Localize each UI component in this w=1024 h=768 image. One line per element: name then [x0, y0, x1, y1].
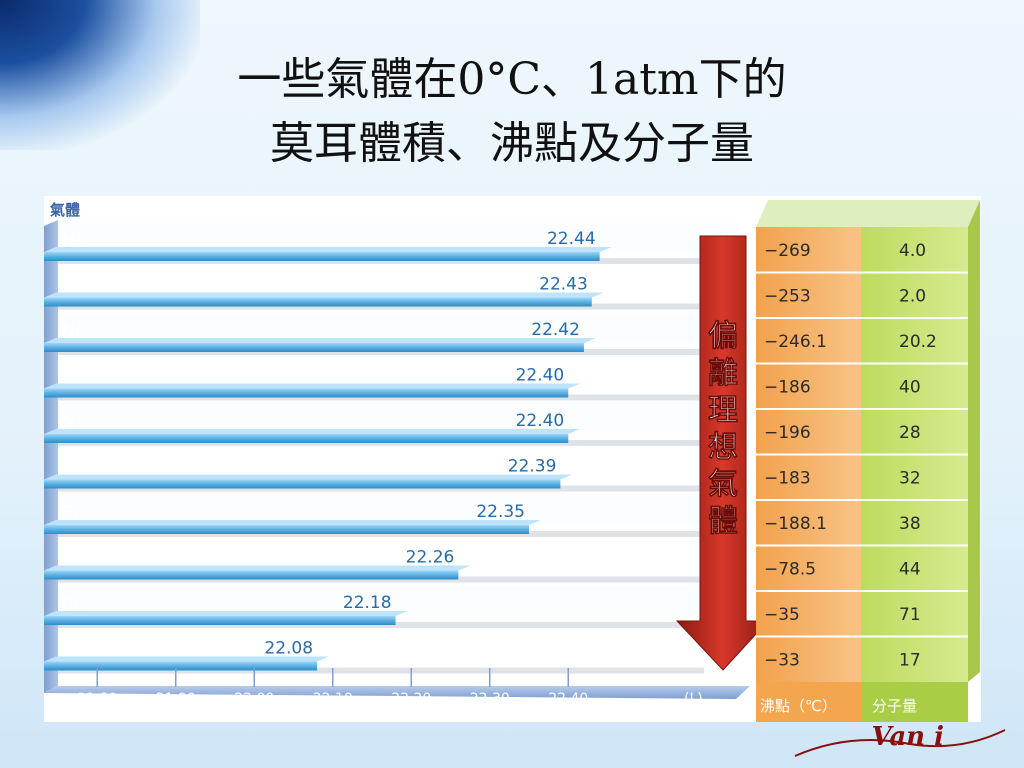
bar-top [44, 611, 408, 616]
bar-top [44, 520, 541, 525]
category-label: Ar [61, 367, 82, 387]
value-label: 22.26 [406, 548, 455, 568]
bar [44, 434, 569, 443]
bar [44, 297, 592, 307]
x-tick-label: 22.20 [391, 691, 431, 707]
x-tick-label: 22.10 [313, 691, 353, 707]
bar [44, 388, 569, 398]
table-header-boiling-point: 沸點（℃） [760, 697, 837, 715]
logo-swoosh [794, 729, 1006, 757]
bar-top [44, 474, 573, 480]
value-labels: 22.44 22.43 22.42 22.40 22.40 22.39 22.35 22.26… [264, 229, 595, 659]
bar [44, 616, 396, 625]
boiling-point-header-cell [756, 682, 861, 724]
x-tick-label: 22.40 [548, 691, 588, 707]
x-axis-unit: (L) [684, 691, 703, 707]
molecular-weight-cell: 2.0 [899, 287, 926, 307]
boiling-point-cell: −188.1 [764, 514, 827, 534]
category-label: He [62, 230, 85, 250]
value-label: 22.40 [516, 411, 565, 431]
property-table: −269 4.0 −253 2.0 −246.1 20.2 −186 40 −196 28 −183… [756, 200, 980, 724]
bar [44, 479, 561, 489]
category-label: Cl₂ [62, 594, 86, 614]
x-axis-ticks: 21.80 21.90 22.00 22.10 22.20 22.30 22.40 [77, 668, 588, 707]
molecular-weight-cell: 38 [899, 514, 921, 534]
y-axis-title: 氣體 [50, 201, 80, 219]
category-label: N₂ [62, 412, 82, 432]
deviation-arrow [675, 235, 770, 671]
category-label: Ne [62, 321, 85, 341]
category-label: F₂ [62, 503, 79, 523]
value-label: 22.44 [547, 229, 596, 249]
boiling-point-cell: −246.1 [764, 332, 827, 352]
boiling-point-cell: −183 [764, 469, 811, 489]
molecular-weight-cell: 28 [899, 423, 921, 443]
category-label: CO₂ [62, 549, 94, 569]
molecular-weight-cell: 17 [899, 651, 921, 671]
value-label: 22.35 [476, 502, 525, 522]
x-tick-label: 21.80 [77, 691, 117, 707]
category-labels: He H₂ Ne Ar N₂ O₂ F₂ CO₂ Cl₂ NH₃ [61, 230, 95, 660]
bar [44, 661, 318, 671]
arrow-label-char: 理 [708, 393, 738, 428]
table-side-face [968, 200, 980, 682]
molecular-weight-cell: 40 [899, 378, 921, 398]
boiling-point-cell: −186 [764, 378, 811, 398]
x-tick-label: 22.00 [234, 691, 274, 707]
chart-card: 氣體 He H₂ Ne Ar N₂ O₂ F₂ CO₂ Cl₂ NH₃ 22.44 22.43 22.… [44, 196, 981, 724]
molecular-weight-cell: 4.0 [899, 241, 926, 261]
category-label: NH₃ [62, 640, 95, 660]
page-title-line-2: 莫耳體積、沸點及分子量 [270, 118, 754, 169]
boiling-point-cell: −33 [764, 651, 800, 671]
bar-top [44, 292, 604, 298]
boiling-point-cell: −253 [764, 287, 811, 307]
bar-top [44, 338, 596, 343]
boiling-point-cell: −35 [764, 605, 800, 625]
page-title-line-1: 一些氣體在0°C、1atm下的 [237, 54, 787, 105]
table-top-face [756, 200, 980, 227]
bar [44, 525, 529, 534]
bar-top [44, 429, 581, 434]
boiling-point-cell: −196 [764, 423, 811, 443]
bar [44, 570, 459, 580]
x-tick-label: 22.30 [470, 691, 510, 707]
category-label: O₂ [62, 458, 82, 478]
arrow-label-char: 偏 [708, 319, 738, 354]
value-label: 22.40 [516, 366, 565, 386]
category-label: H₂ [62, 276, 82, 296]
x-tick-label: 21.90 [156, 691, 196, 707]
arrow-label-char: 想 [708, 430, 738, 465]
table-header-molecular-weight: 分子量 [872, 697, 917, 715]
bar-series [44, 247, 612, 671]
molecular-weight-cell: 71 [899, 605, 921, 625]
molecular-weight-cell: 44 [899, 560, 921, 580]
molecular-weight-cell: 32 [899, 469, 921, 489]
fiber-optic-decoration [0, 0, 200, 150]
molecular-weight-cell: 20.2 [899, 332, 937, 352]
arrow-label-char: 離 [708, 356, 738, 391]
molecular-weight-header-cell [861, 682, 968, 724]
boiling-point-cell: −269 [764, 241, 811, 261]
bar-top [44, 247, 612, 252]
value-label: 22.39 [508, 457, 557, 477]
bar-top [44, 565, 471, 571]
value-label: 22.42 [531, 320, 580, 340]
bottom-axis-floor [44, 686, 750, 699]
value-label: 22.43 [539, 275, 588, 295]
bar-top [44, 383, 581, 389]
bar [44, 343, 584, 352]
value-label: 22.18 [343, 593, 392, 613]
bar [44, 252, 600, 261]
boiling-point-cell: −78.5 [764, 560, 816, 580]
bar-grid [58, 222, 738, 674]
value-label: 22.08 [264, 639, 313, 659]
arrow-label-char: 氣 [708, 467, 738, 502]
arrow-label-char: 體 [708, 504, 738, 539]
bar-top [44, 656, 330, 662]
